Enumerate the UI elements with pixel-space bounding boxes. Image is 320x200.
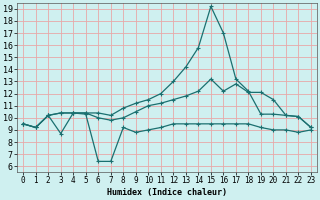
X-axis label: Humidex (Indice chaleur): Humidex (Indice chaleur)	[107, 188, 227, 197]
